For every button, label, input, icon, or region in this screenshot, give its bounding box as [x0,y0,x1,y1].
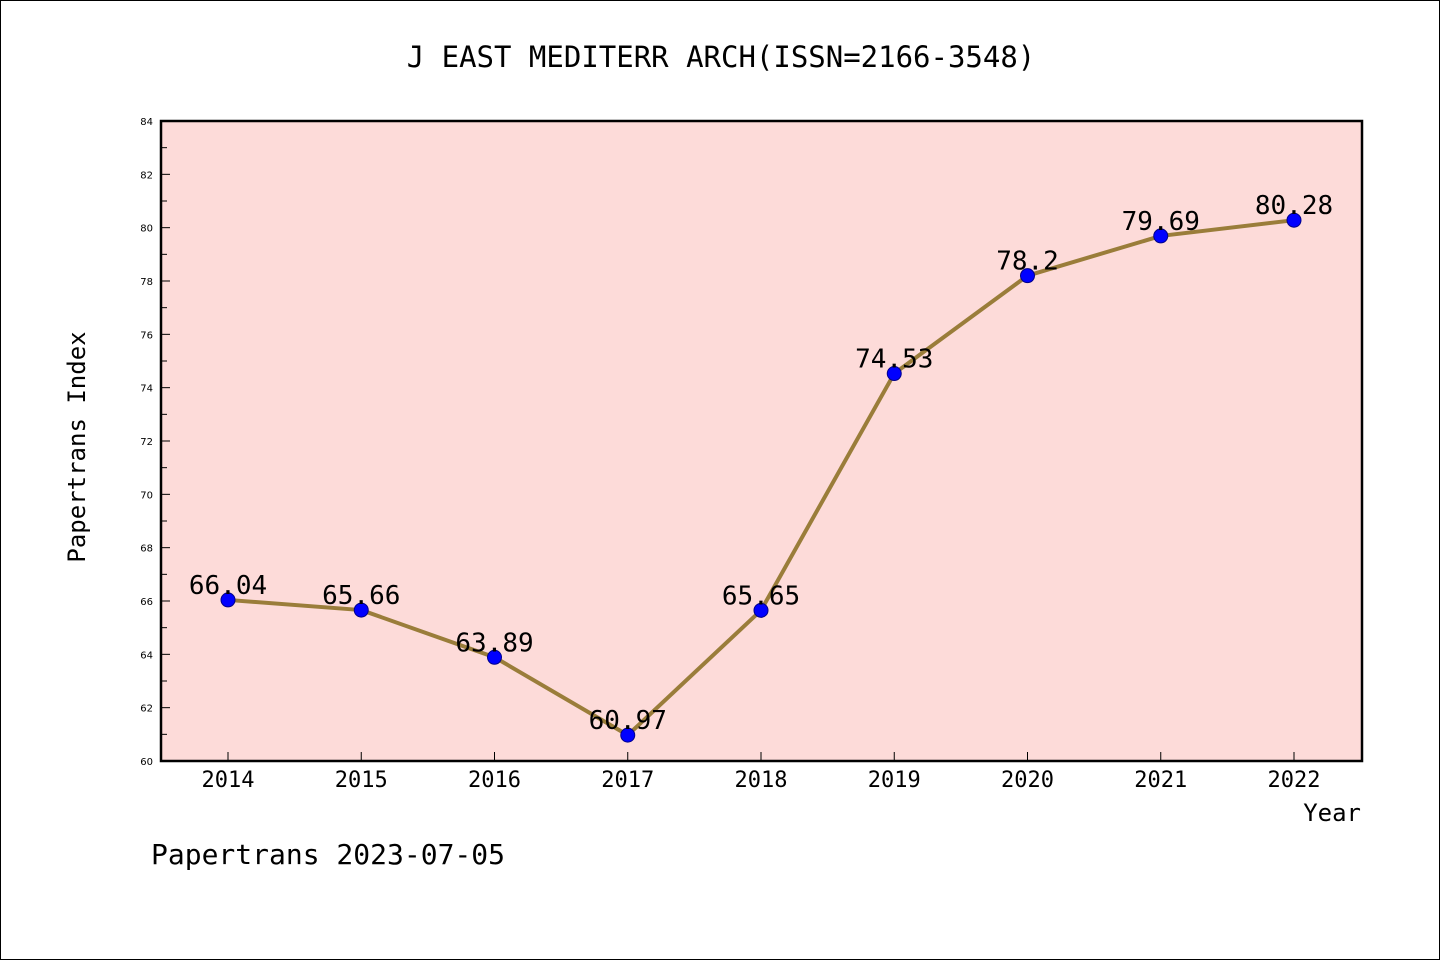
plot-area [159,119,1364,763]
data-label: 74.53 [855,345,933,375]
data-point [753,602,769,618]
y-tick-label: 84 [140,117,153,128]
chart-title: J EAST MEDITERR ARCH(ISSN=2166-3548) [407,40,1036,74]
y-tick-label: 82 [140,170,153,181]
x-tick-label: 2015 [335,768,388,793]
data-point [1286,212,1302,228]
y-tick-label: 60 [140,757,153,768]
x-tick-label: 2017 [601,768,654,793]
data-label: 65.66 [322,581,400,611]
x-axis: 2014 2015 2016 2017 2018 2019 2020 2021 2022 [202,752,1321,793]
data-point [220,592,236,608]
data-label: 65.65 [722,581,800,611]
series-markers [220,212,1302,743]
x-axis-title: Year [1303,799,1361,827]
y-tick-label: 62 [140,704,153,715]
data-point [1153,228,1169,244]
y-tick-label: 76 [140,330,153,341]
data-point [886,366,902,382]
x-tick-label: 2018 [735,768,788,793]
data-labels: 66.04 65.66 63.89 60.97 65.65 74.53 78.2 79.69 8… [189,191,1333,736]
data-point [1020,268,1035,284]
data-label: 66.04 [189,571,267,601]
x-tick-label: 2016 [468,768,521,793]
data-label: 80.28 [1255,191,1333,221]
y-tick-label: 68 [140,544,153,555]
data-label: 63.89 [455,628,533,658]
y-tick-label: 70 [140,490,153,501]
x-tick-label: 2022 [1268,768,1321,793]
y-tick-label: 78 [140,277,153,288]
y-axis-title: Papertrans Index [63,331,91,562]
x-tick-label: 2021 [1134,768,1187,793]
data-label: 60.97 [589,706,667,736]
x-tick-label: 2020 [1001,768,1054,793]
x-tick-label: 2014 [202,768,255,793]
y-tick-label: 74 [140,384,153,395]
y-tick-label: 80 [140,224,153,235]
data-label: 79.69 [1122,207,1200,237]
data-point [353,602,369,618]
data-label: 78.2 [996,247,1059,277]
x-tick-label: 2019 [868,768,921,793]
y-axis: 60 62 64 66 68 70 72 74 76 78 80 82 84 [140,117,170,768]
y-tick-label: 66 [140,597,153,608]
data-point [487,649,502,665]
data-point [620,727,636,743]
footer-text: Papertrans 2023-07-05 [151,838,505,871]
y-tick-label: 64 [140,650,153,661]
y-tick-label: 72 [140,437,153,448]
